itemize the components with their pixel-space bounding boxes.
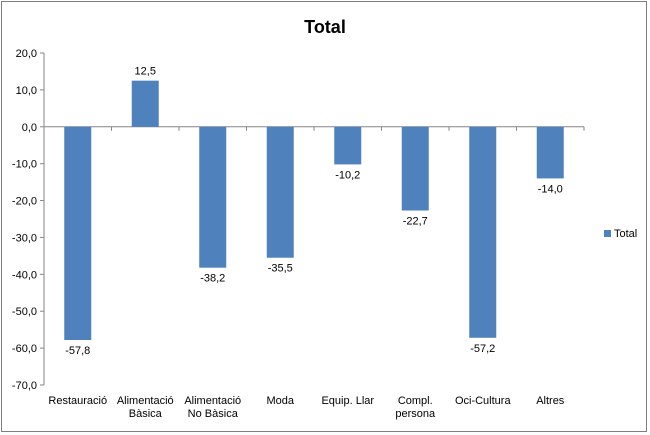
y-tick-label: -60,0 <box>12 343 37 355</box>
y-tick-label: 20,0 <box>16 48 37 60</box>
category-label: Restauració <box>48 395 107 407</box>
data-label: -14,0 <box>538 183 563 195</box>
bar <box>334 126 362 165</box>
chart-title: Total <box>304 17 346 37</box>
data-label: 12,5 <box>135 66 156 78</box>
bars-layer <box>64 80 564 340</box>
y-tick-label: 10,0 <box>16 85 37 97</box>
y-tick-label: -50,0 <box>12 306 37 318</box>
labels-layer: -57,8 Restauració 12,5 Alimentació Bàsica -38… <box>48 66 564 420</box>
data-label: -38,2 <box>200 273 225 285</box>
axis-layer: 20,0 10,0 0,0 -10,0 -20,0 -30,0 -40,0 -50,0 -60,… <box>12 48 585 392</box>
bar <box>131 80 159 127</box>
category-label: Oci-Cultura <box>455 395 512 407</box>
legend-swatch <box>604 230 611 237</box>
category-label: Equip. Llar <box>321 395 374 407</box>
y-tick-label: 0,0 <box>22 122 37 134</box>
category-label: Alimentació No Bàsica <box>184 395 241 420</box>
bar <box>536 126 564 179</box>
y-tick-label: -10,0 <box>12 159 37 171</box>
y-tick-label: -30,0 <box>12 232 37 244</box>
data-label: -57,8 <box>65 345 90 357</box>
bar <box>64 126 92 340</box>
legend-label: Total <box>614 228 637 240</box>
bar <box>469 126 497 338</box>
y-tick-label: -20,0 <box>12 196 37 208</box>
data-label: -22,7 <box>403 216 428 228</box>
y-tick-label: -70,0 <box>12 380 37 392</box>
data-label: -35,5 <box>268 263 293 275</box>
bar <box>401 126 429 211</box>
bar <box>199 126 227 268</box>
data-label: -10,2 <box>335 169 360 181</box>
category-label: Alimentació Bàsica <box>117 395 174 420</box>
bar <box>266 126 294 258</box>
category-label: Altres <box>536 395 565 407</box>
legend: Total <box>604 228 637 240</box>
category-label: Compl. persona <box>395 395 436 420</box>
y-tick-label: -40,0 <box>12 269 37 281</box>
category-label: Moda <box>266 395 294 407</box>
data-label: -57,2 <box>470 343 495 355</box>
